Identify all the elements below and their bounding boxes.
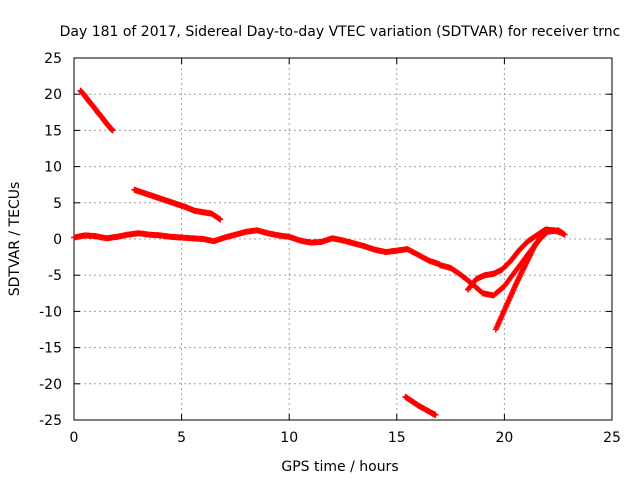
series-arc-descending-morning xyxy=(131,186,224,223)
data-point xyxy=(217,216,224,223)
y-tick-label: 20 xyxy=(44,87,62,103)
axis-ticks xyxy=(73,57,613,421)
x-tick-label: 15 xyxy=(388,430,406,446)
series-arc-late-low xyxy=(402,393,439,418)
x-tick-label: 25 xyxy=(603,430,621,446)
y-tick-label: 25 xyxy=(44,51,62,67)
x-tick-label: 5 xyxy=(177,430,186,446)
data-point xyxy=(559,230,566,237)
x-tick-label: 0 xyxy=(70,430,79,446)
y-tick-label: -25 xyxy=(39,413,62,429)
data-point xyxy=(109,127,116,134)
y-tick-label: -10 xyxy=(39,304,62,320)
y-tick-label: 0 xyxy=(53,232,62,248)
y-tick-label: 15 xyxy=(44,123,62,139)
y-tick-label: -5 xyxy=(48,268,62,284)
y-axis-label: SDTVAR / TECUs xyxy=(7,182,23,297)
series-baseline-zero xyxy=(71,227,443,268)
y-tick-label: -20 xyxy=(39,377,62,393)
series-evening-dip-b xyxy=(464,226,566,293)
x-tick-label: 20 xyxy=(495,430,513,446)
data-point xyxy=(544,226,551,233)
series-evening-dip-a xyxy=(436,227,568,299)
y-tick-label: 5 xyxy=(53,196,62,212)
y-tick-label: -15 xyxy=(39,341,62,357)
tick-labels: 0 5 10 15 20 25 25 20 15 10 5 0 -5 -10 -15 -20 -25 xyxy=(39,51,621,446)
series-evening-deep-arc xyxy=(492,226,551,333)
data-point xyxy=(432,411,439,418)
series-arc-early-high xyxy=(77,87,116,134)
x-axis-label: GPS time / hours xyxy=(281,459,398,475)
x-tick-label: 10 xyxy=(280,430,298,446)
y-tick-label: 10 xyxy=(44,160,62,176)
data-series xyxy=(71,87,568,418)
chart-title: Day 181 of 2017, Sidereal Day-to-day VTE… xyxy=(60,24,621,40)
